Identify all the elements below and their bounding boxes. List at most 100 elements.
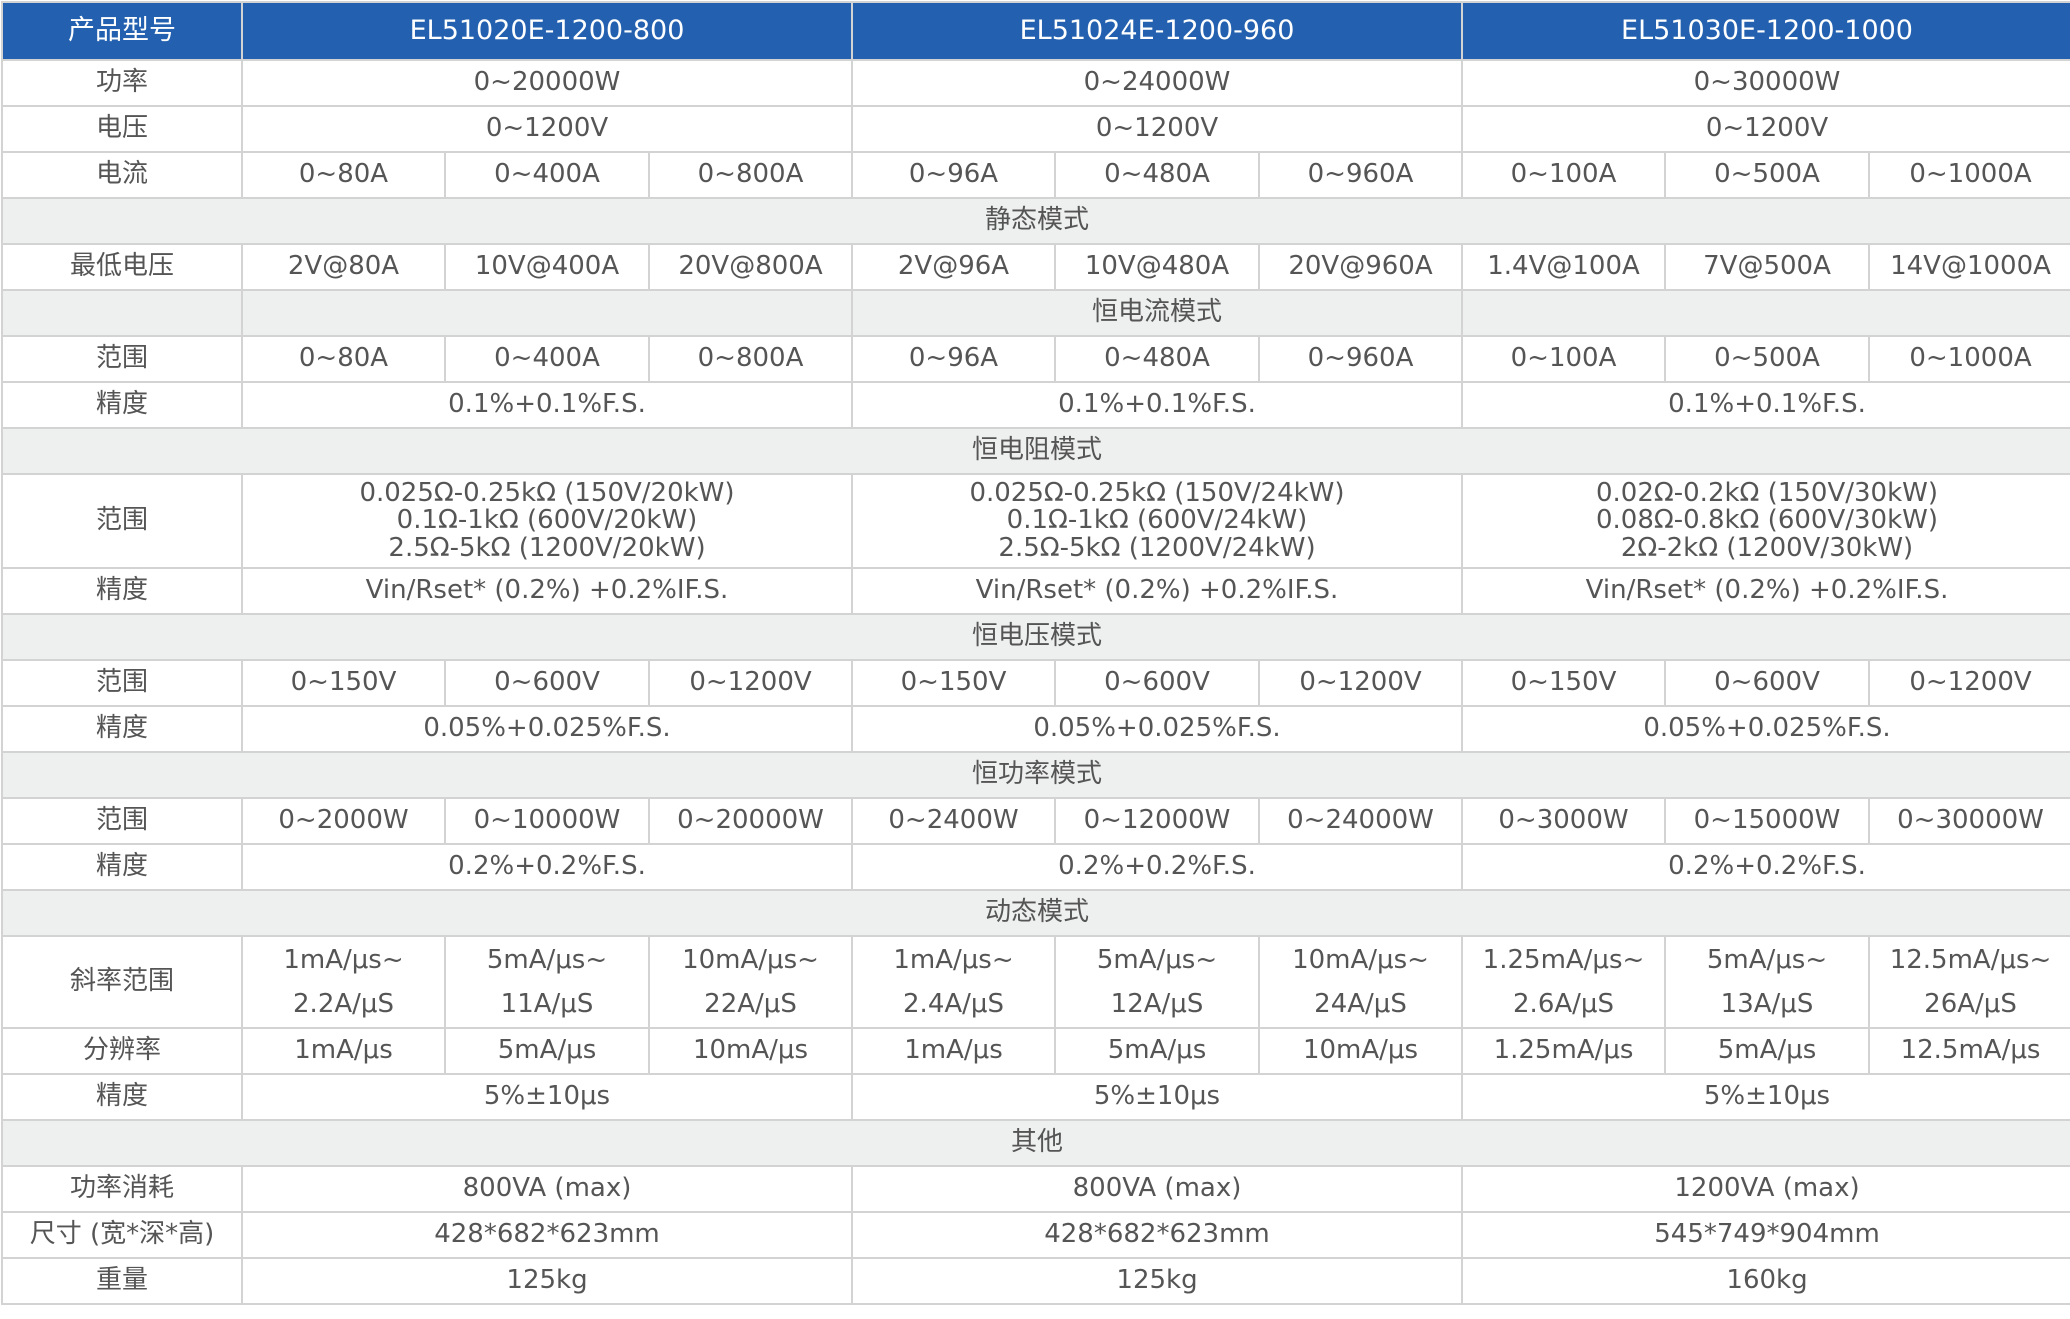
spec-value: 5mA/μs	[1054, 1027, 1260, 1075]
spec-value: 0~24000W	[1258, 797, 1463, 845]
spec-value: 0~1000A	[1867, 335, 2070, 383]
spec-value: 14V@1000A	[1867, 243, 2070, 291]
table-row: 电压 0~1200V 0~1200V 0~1200V	[1, 105, 2070, 153]
header-label: 产品型号	[1, 1, 243, 61]
spec-value: 545*749*904mm	[1460, 1211, 2070, 1259]
spec-value: 5mA/μs~ 11A/μS	[444, 935, 650, 1029]
spec-value: 1mA/μs~ 2.4A/μS	[851, 935, 1056, 1029]
table-row: 斜率范围 1mA/μs~ 2.2A/μS 5mA/μs~ 11A/μS 10mA/μs…	[1, 935, 2070, 1029]
spec-value: 0.025Ω-0.25kΩ (150V/24kW) 0.1Ω-1kΩ (600V…	[851, 473, 1463, 569]
spec-value: 1.4V@100A	[1461, 243, 1666, 291]
section-title: 恒电阻模式	[0, 427, 2070, 475]
row-label: 精度	[1, 381, 243, 429]
row-label: 斜率范围	[1, 935, 243, 1029]
spec-value: 0~960A	[1258, 335, 1463, 383]
spec-value: 800VA (max)	[241, 1165, 853, 1213]
spec-value: 10mA/μs	[1258, 1027, 1463, 1075]
spec-value: 0~3000W	[1461, 797, 1666, 845]
spec-value: Vin/Rset* (0.2%) +0.2%IF.S.	[1460, 567, 2070, 615]
spec-value: 5mA/μs~ 13A/μS	[1664, 935, 1870, 1029]
row-label: 范围	[1, 659, 243, 707]
spec-value: 0~12000W	[1054, 797, 1260, 845]
table-row: 精度 0.1%+0.1%F.S. 0.1%+0.1%F.S. 0.1%+0.1%F.S…	[1, 381, 2070, 429]
spec-value: 125kg	[851, 1257, 1463, 1305]
spec-value: 0.1%+0.1%F.S.	[851, 381, 1463, 429]
spec-value: 0.05%+0.025%F.S.	[1460, 705, 2070, 753]
spec-value: 10mA/μs~ 22A/μS	[648, 935, 853, 1029]
row-label: 功率消耗	[1, 1165, 243, 1213]
section-row: 恒功率模式	[0, 751, 2070, 799]
spec-value: 2V@80A	[241, 243, 446, 291]
header-row: 产品型号 EL51020E-1200-800 EL51024E-1200-960…	[1, 1, 2070, 61]
spec-value: 5mA/μs	[1664, 1027, 1870, 1075]
section-row: 恒电阻模式	[0, 427, 2070, 475]
spec-value: 0~96A	[851, 335, 1056, 383]
table-row: 分辨率 1mA/μs 5mA/μs 10mA/μs 1mA/μs 5mA/μs 10mA/μ…	[1, 1027, 2070, 1075]
spec-value: 125kg	[241, 1257, 853, 1305]
section-row: 恒电压模式	[0, 613, 2070, 661]
section-title: 其他	[0, 1119, 2070, 1167]
spec-value: 0~100A	[1461, 151, 1666, 199]
spec-value: 0~500A	[1664, 335, 1870, 383]
spec-value: 0~80A	[241, 151, 446, 199]
spec-value: 10mA/μs	[648, 1027, 853, 1075]
spec-value: 7V@500A	[1664, 243, 1870, 291]
spec-value: 1mA/μs	[241, 1027, 446, 1075]
row-label: 尺寸 (宽*深*高)	[1, 1211, 243, 1259]
spec-value: 0~1000A	[1867, 151, 2070, 199]
spec-value: 0~150V	[241, 659, 446, 707]
table-row: 精度 0.05%+0.025%F.S. 0.05%+0.025%F.S. 0.05%+…	[1, 705, 2070, 753]
table-row: 范围 0~150V 0~600V 0~1200V 0~150V 0~600V 0~1200V…	[1, 659, 2070, 707]
spec-value: 0.025Ω-0.25kΩ (150V/20kW) 0.1Ω-1kΩ (600V…	[241, 473, 853, 569]
model-header: EL51030E-1200-1000	[1460, 1, 2070, 61]
spec-value: 0~2400W	[851, 797, 1056, 845]
spec-value: 0~400A	[444, 151, 650, 199]
table-row: 重量 125kg 125kg 160kg	[1, 1257, 2070, 1305]
section-title: 静态模式	[0, 197, 2070, 245]
spec-value: 0.2%+0.2%F.S.	[241, 843, 853, 891]
spec-value: 2V@96A	[851, 243, 1056, 291]
row-label: 范围	[1, 473, 243, 569]
spec-value: 20V@960A	[1258, 243, 1463, 291]
row-label: 精度	[1, 705, 243, 753]
spec-value: 160kg	[1460, 1257, 2070, 1305]
empty-cell	[1460, 289, 2070, 337]
spec-value: 0~1200V	[1258, 659, 1463, 707]
spec-value: 0~480A	[1054, 151, 1260, 199]
section-title: 恒功率模式	[0, 751, 2070, 799]
spec-value: 0~20000W	[241, 59, 853, 107]
section-row: 其他	[0, 1119, 2070, 1167]
model-header: EL51020E-1200-800	[241, 1, 853, 61]
spec-value: 0~1200V	[1867, 659, 2070, 707]
row-label: 重量	[1, 1257, 243, 1305]
spec-value: 0.05%+0.025%F.S.	[241, 705, 853, 753]
spec-value: 0~800A	[648, 335, 853, 383]
spec-value: 0~480A	[1054, 335, 1260, 383]
spec-value: 1200VA (max)	[1460, 1165, 2070, 1213]
table-row: 最低电压 2V@80A 10V@400A 20V@800A 2V@96A 10V@480A…	[1, 243, 2070, 291]
spec-value: 5%±10μs	[1460, 1073, 2070, 1121]
section-title: 动态模式	[0, 889, 2070, 937]
spec-value: 0~96A	[851, 151, 1056, 199]
section-title: 恒电流模式	[851, 289, 1463, 337]
spec-value: 428*682*623mm	[241, 1211, 853, 1259]
row-label: 分辨率	[1, 1027, 243, 1075]
spec-value: 0~960A	[1258, 151, 1463, 199]
row-label: 最低电压	[1, 243, 243, 291]
spec-value: 5mA/μs~ 12A/μS	[1054, 935, 1260, 1029]
spec-value: 0~100A	[1461, 335, 1666, 383]
spec-value: 0~80A	[241, 335, 446, 383]
spec-value: 1mA/μs	[851, 1027, 1056, 1075]
empty-cell	[241, 289, 853, 337]
spec-value: 0~20000W	[648, 797, 853, 845]
spec-value: 0.2%+0.2%F.S.	[851, 843, 1463, 891]
spec-value: 0~24000W	[851, 59, 1463, 107]
spec-value: 5%±10μs	[241, 1073, 853, 1121]
table-row: 范围 0~80A 0~400A 0~800A 0~96A 0~480A 0~960A 0~10…	[1, 335, 2070, 383]
spec-value: 12.5mA/μs	[1867, 1027, 2070, 1075]
spec-value: Vin/Rset* (0.2%) +0.2%IF.S.	[241, 567, 853, 615]
spec-value: 5%±10μs	[851, 1073, 1463, 1121]
spec-value: 800VA (max)	[851, 1165, 1463, 1213]
row-label: 范围	[1, 335, 243, 383]
